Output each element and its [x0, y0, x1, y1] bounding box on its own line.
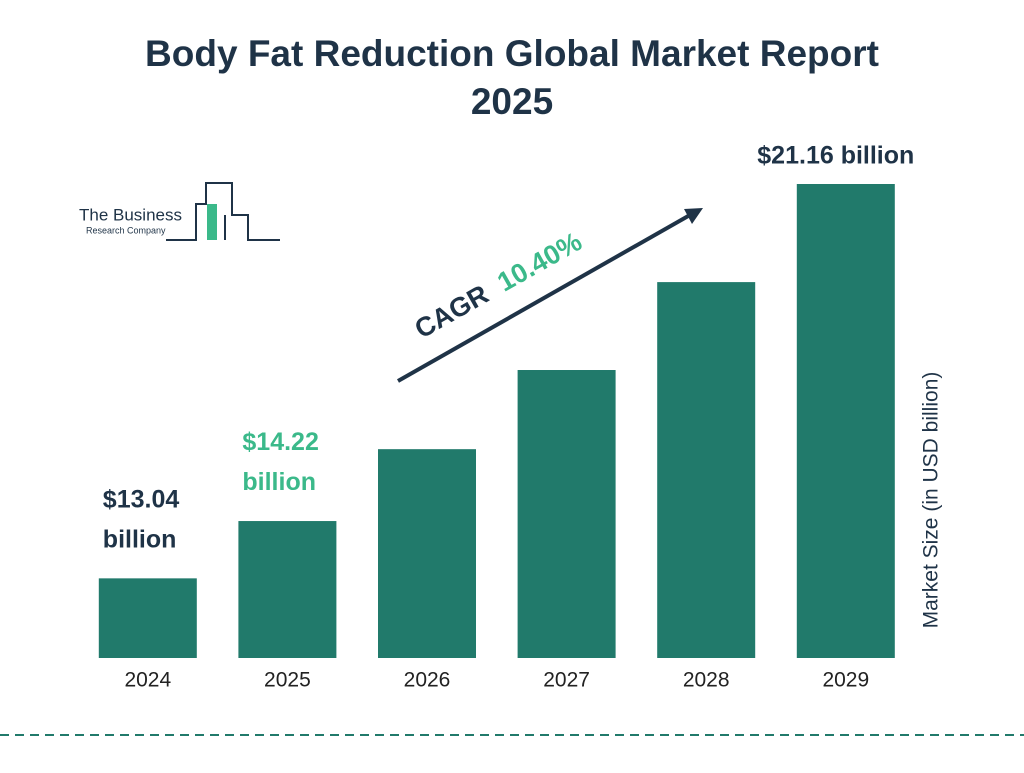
y-axis-label: Market Size (in USD billion) [920, 372, 943, 629]
bar [98, 578, 197, 658]
cagr-arrowhead [684, 208, 703, 224]
chart-title: Body Fat Reduction Global Market Report 2… [145, 33, 879, 122]
bar [238, 521, 337, 658]
bar [378, 449, 476, 658]
x-tick-label: 2028 [683, 669, 730, 692]
value-label: $21.16 billion [757, 142, 914, 170]
value-label: $14.22 billion [242, 428, 318, 496]
logo-subname: Research Company [86, 225, 166, 235]
x-tick-label: 2026 [404, 669, 451, 692]
bar [657, 282, 756, 658]
x-tick-label: 2024 [124, 669, 171, 692]
bar [796, 184, 895, 658]
logo: The Business Research Company [79, 182, 280, 241]
x-tick-label: 2029 [822, 669, 869, 692]
bar [517, 370, 616, 658]
cagr-arrow [397, 213, 691, 383]
logo-name: The Business [79, 205, 182, 224]
x-tick-label: 2027 [543, 669, 590, 692]
x-tick-label: 2025 [264, 669, 311, 692]
cagr-value: 10.40% [492, 226, 586, 297]
value-label: $13.04 billion [103, 485, 180, 553]
cagr: CAGR 10.40% [410, 226, 587, 344]
